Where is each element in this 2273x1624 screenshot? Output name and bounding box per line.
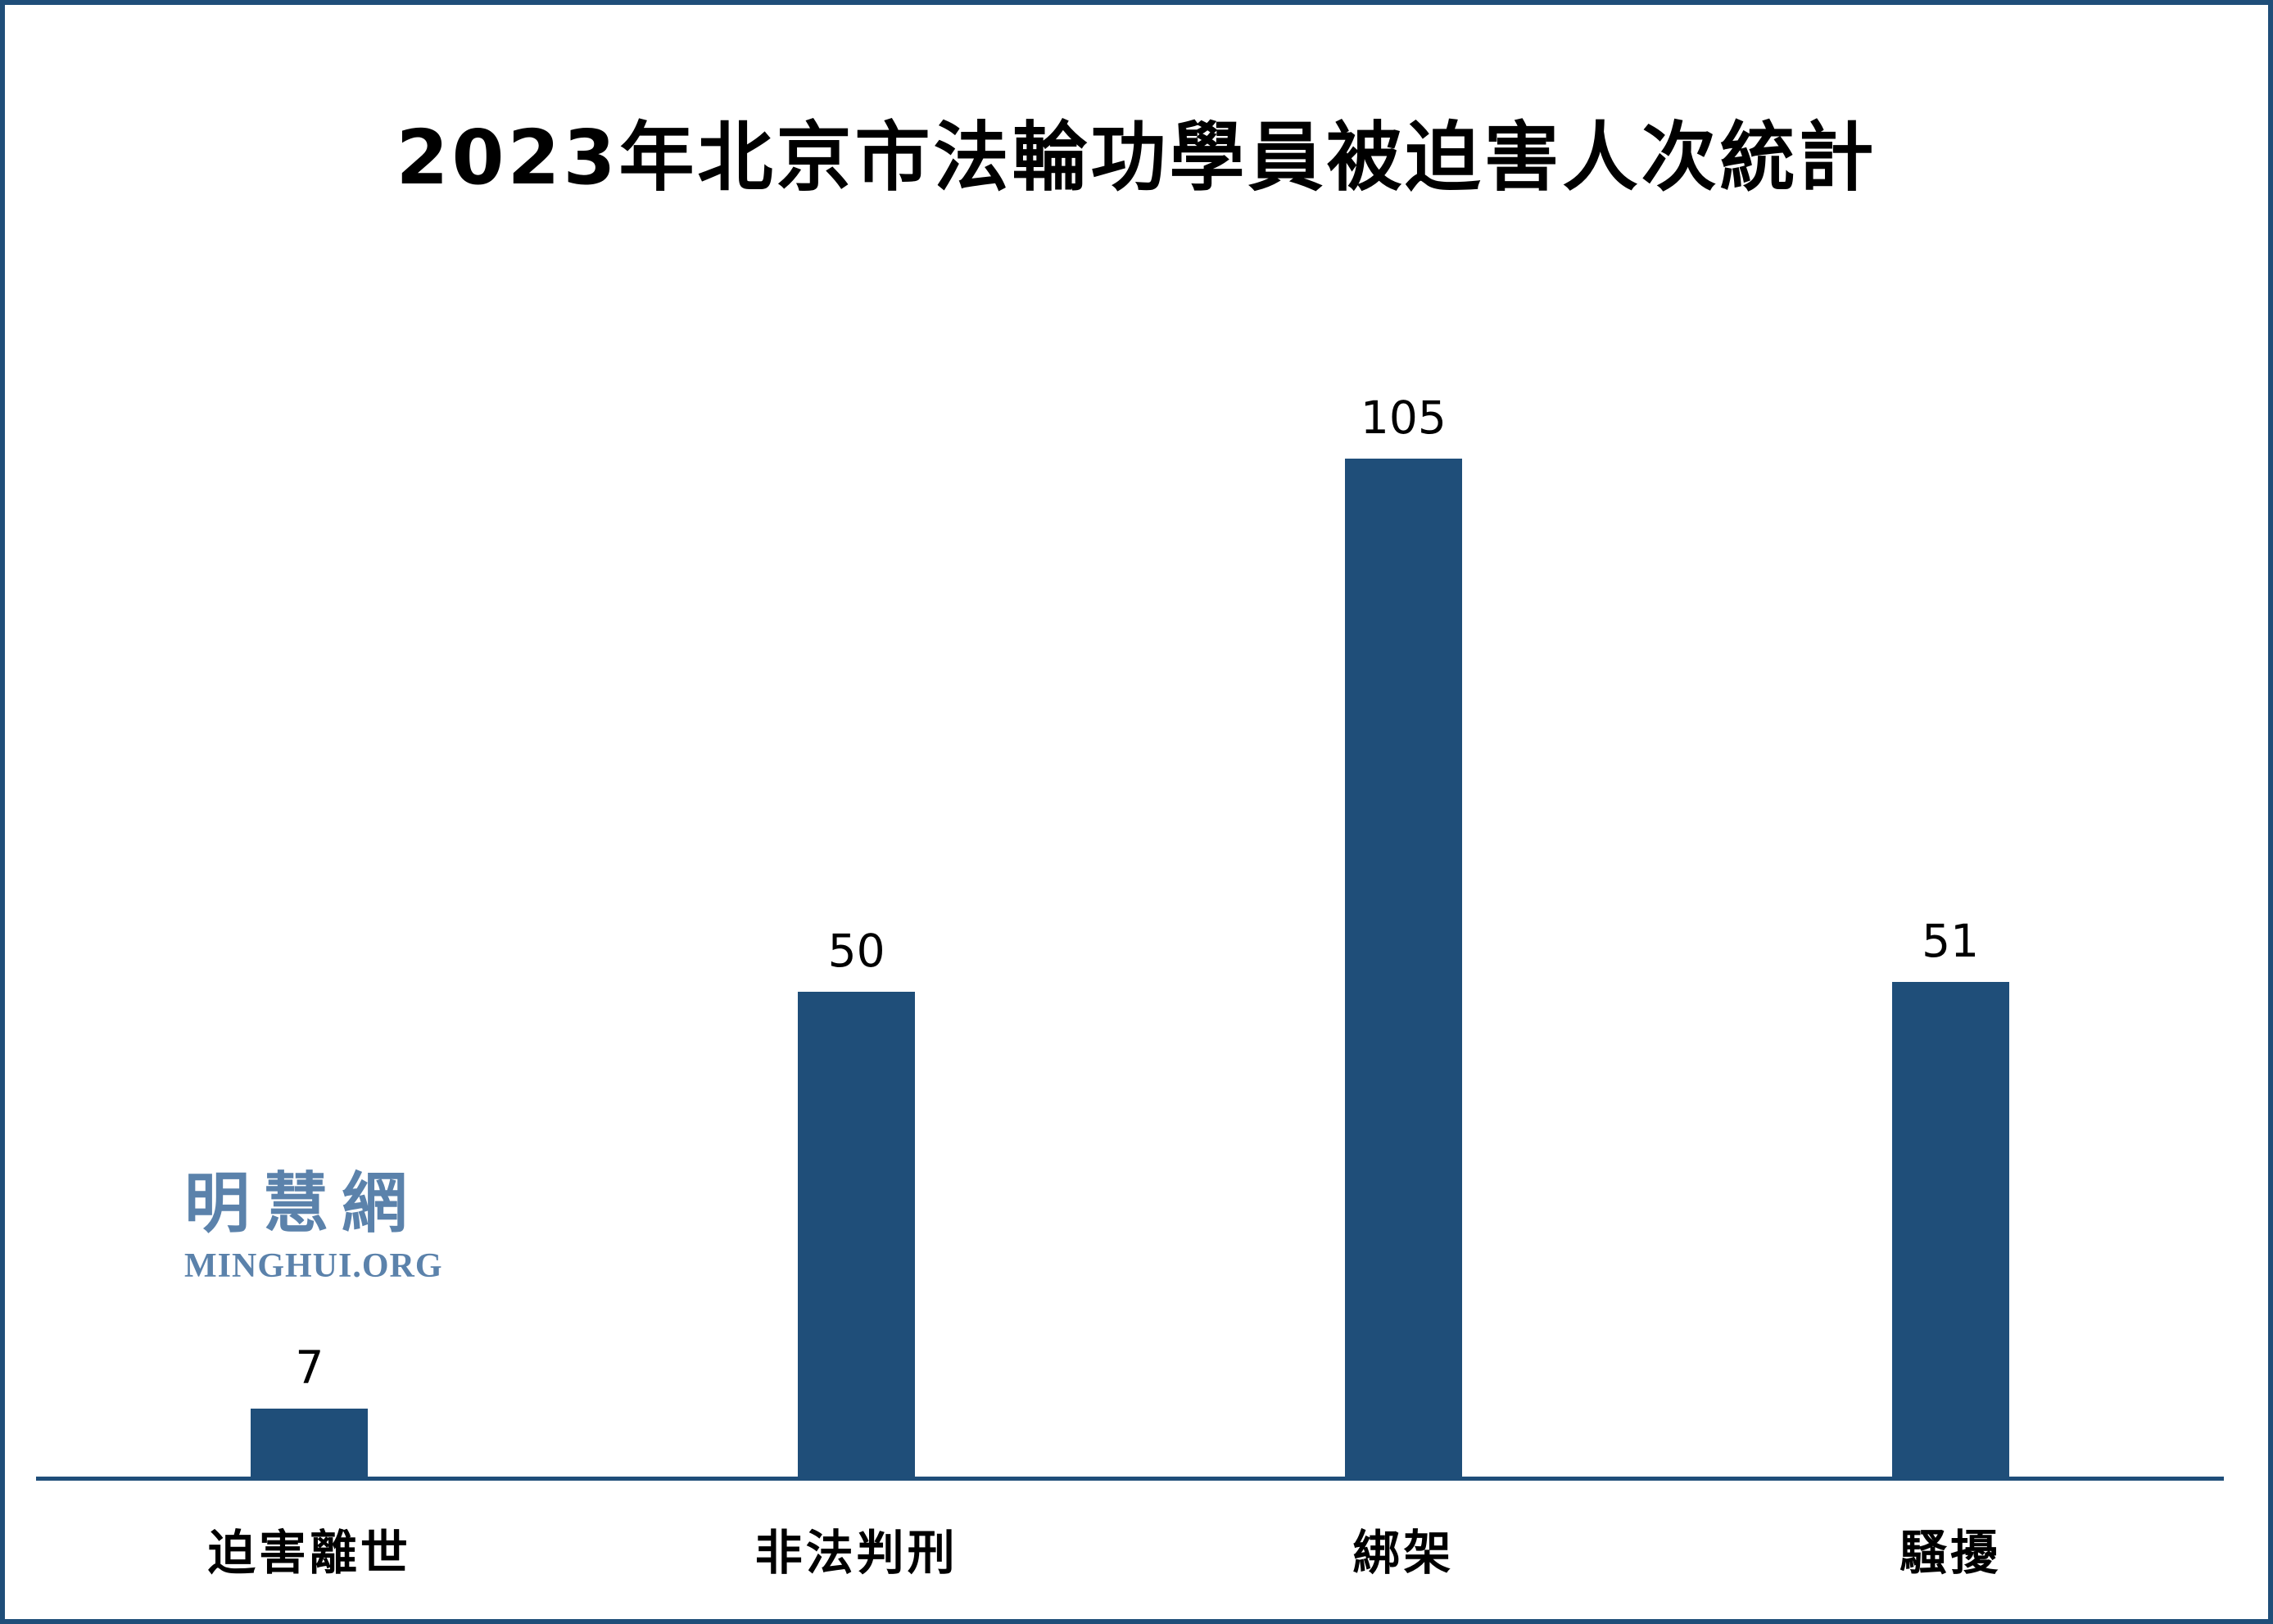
x-axis-category-label: 騷擾	[1899, 1525, 2002, 1581]
logo-url-text: MINGHUI.ORG	[184, 1247, 443, 1285]
bar-group: 51	[1677, 363, 2224, 1477]
x-axis-category-label: 迫害離世	[207, 1525, 411, 1581]
x-axis-line	[36, 1477, 2224, 1481]
bar	[1891, 982, 2009, 1477]
bar-group: 7	[36, 363, 583, 1477]
bar-group: 50	[583, 363, 1130, 1477]
chart-title: 2023年北京市法輪功學員被迫害人次統計	[396, 114, 1877, 201]
bar	[798, 992, 916, 1477]
plot-area: 7 50 105 51	[36, 363, 2224, 1477]
bar	[251, 1409, 369, 1477]
bar	[1344, 459, 1462, 1477]
bar-value-label: 7	[295, 1341, 324, 1394]
x-axis-category-label: 非法判刑	[754, 1525, 958, 1581]
bar-value-label: 50	[827, 924, 885, 977]
x-axis-category-label: 綁架	[1352, 1525, 1455, 1581]
x-axis-labels-row: 迫害離世 非法判刑 綁架 騷擾	[36, 1514, 2224, 1583]
minghui-logo: 明慧網 MINGHUI.ORG	[184, 1171, 443, 1286]
logo-chinese-text: 明慧網	[184, 1165, 420, 1242]
bar-value-label: 105	[1360, 391, 1447, 444]
bar-value-label: 51	[1922, 914, 1980, 967]
bar-group: 105	[1130, 363, 1678, 1477]
